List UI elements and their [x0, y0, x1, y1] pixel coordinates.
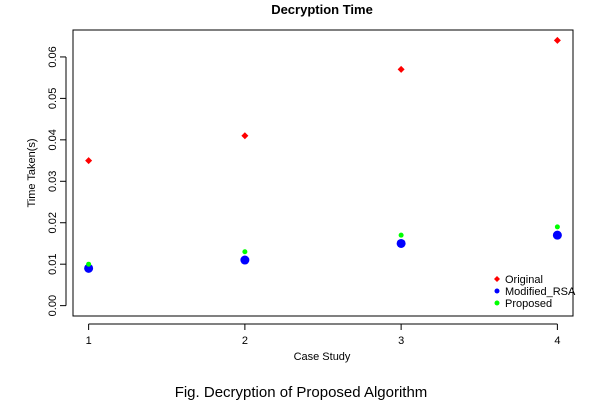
legend-label-original: Original [505, 274, 543, 286]
y-tick-label: 0.05 [47, 88, 59, 109]
data-points [84, 36, 562, 273]
data-point-modified-rsa [84, 263, 94, 273]
x-tick-label: 4 [554, 335, 560, 347]
data-point-proposed [398, 232, 404, 238]
data-point-proposed [86, 261, 92, 267]
x-tick-label: 2 [242, 335, 248, 347]
y-tick-label: 0.03 [47, 171, 59, 192]
y-tick-label: 0.06 [47, 46, 59, 67]
data-point-original [397, 65, 405, 73]
data-point-proposed [554, 224, 560, 230]
y-tick-label: 0.00 [47, 295, 59, 316]
data-point-original [553, 36, 561, 44]
data-point-modified-rsa [552, 230, 562, 240]
legend-marker-original [494, 276, 500, 282]
y-axis-label: Time Taken(s) [26, 138, 38, 207]
y-tick-label: 0.01 [47, 253, 59, 274]
x-tick-label: 3 [398, 335, 404, 347]
data-point-modified-rsa [240, 255, 250, 265]
chart-title: Decryption Time [271, 2, 373, 17]
plot-area [72, 29, 574, 317]
legend-label-modified-rsa: Modified_RSA [505, 286, 576, 298]
y-tick-label: 0.02 [47, 212, 59, 233]
legend-label-proposed: Proposed [505, 298, 552, 310]
x-tick-label: 1 [86, 335, 92, 347]
data-point-proposed [242, 249, 248, 255]
y-tick-label: 0.04 [47, 129, 59, 150]
x-axis: 1 2 3 4 [86, 323, 560, 347]
y-axis: 0.00 0.01 0.02 0.03 0.04 0.05 0.06 [47, 46, 67, 316]
x-axis-label: Case Study [294, 351, 351, 363]
data-point-modified-rsa [396, 238, 406, 248]
data-point-original [85, 157, 93, 165]
legend-marker-proposed [494, 300, 500, 306]
figure-caption: Fig. Decryption of Proposed Algorithm [174, 384, 428, 401]
data-point-original [241, 132, 249, 140]
legend-marker-modified-rsa [494, 288, 500, 294]
